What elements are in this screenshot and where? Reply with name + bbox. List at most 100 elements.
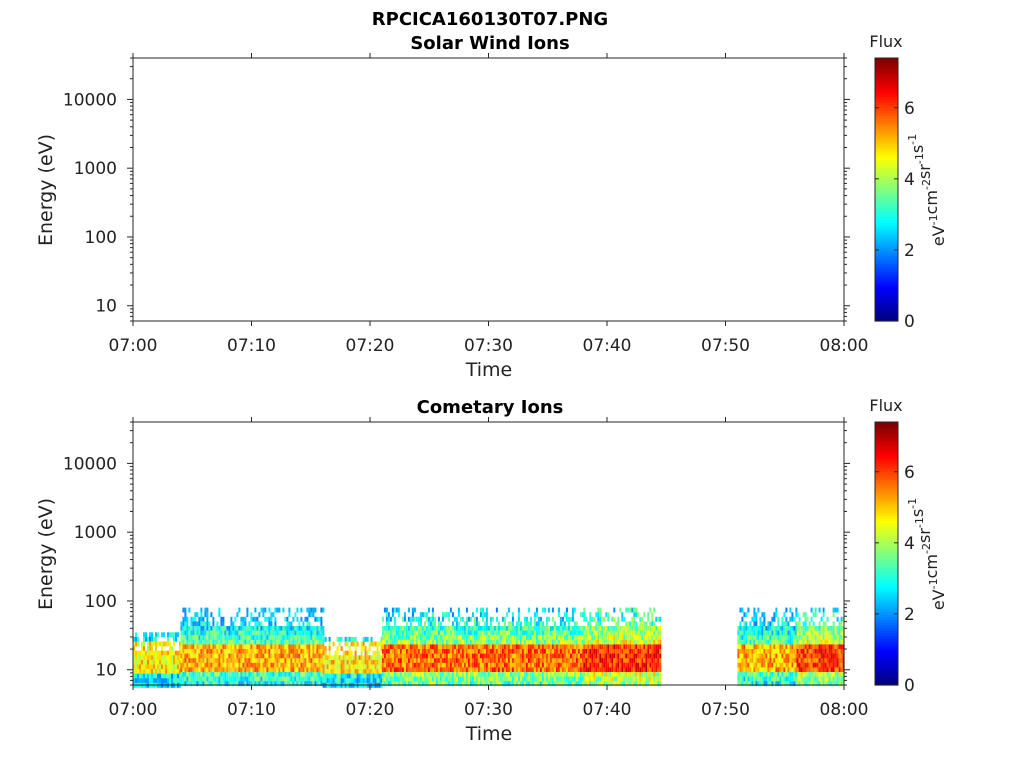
heatmap-cell	[376, 650, 379, 656]
heatmap-cell	[238, 658, 241, 664]
heatmap-cell	[777, 667, 780, 673]
heatmap-cell	[304, 639, 307, 645]
heatmap-cell	[370, 669, 373, 674]
heatmap-cell	[549, 681, 552, 687]
heatmap-cell	[284, 676, 287, 682]
heatmap-cell	[302, 653, 305, 659]
heatmap-cell	[242, 681, 245, 687]
heatmap-cell	[290, 630, 293, 636]
heatmap-cell	[427, 607, 430, 613]
heatmap-cell	[196, 612, 199, 618]
heatmap-cell	[252, 681, 255, 687]
heatmap-cell	[489, 626, 492, 631]
heatmap-cell	[137, 636, 139, 642]
heatmap-cell	[171, 650, 173, 656]
heatmap-cell	[137, 669, 139, 674]
heatmap-cell	[645, 644, 648, 650]
heatmap-cell	[633, 658, 636, 664]
heatmap-cell	[483, 649, 486, 654]
heatmap-cell	[282, 676, 285, 682]
heatmap-cell	[155, 650, 157, 656]
heatmap-cell	[260, 644, 263, 650]
heatmap-cell	[421, 644, 424, 650]
heatmap-cell	[483, 639, 486, 645]
heatmap-cell	[177, 632, 179, 638]
colorbar-step	[875, 115, 898, 119]
heatmap-cell	[507, 630, 510, 636]
heatmap-cell	[431, 676, 434, 682]
heatmap-cell	[236, 658, 239, 664]
heatmap-cell	[433, 649, 436, 654]
heatmap-cell	[751, 616, 754, 622]
heatmap-cell	[587, 662, 590, 668]
heatmap-cell	[791, 662, 794, 668]
heatmap-cell	[769, 676, 772, 682]
heatmap-cell	[280, 662, 283, 668]
heatmap-cell	[649, 676, 652, 682]
colorbar-step	[875, 586, 898, 590]
heatmap-cell	[296, 639, 299, 645]
heatmap-cell	[818, 658, 821, 664]
heatmap-cell	[804, 653, 807, 659]
heatmap-cell	[840, 644, 843, 650]
heatmap-cell	[214, 658, 217, 664]
heatmap-cell	[188, 630, 191, 636]
heatmap-cell	[378, 659, 381, 665]
heatmap-cell	[627, 681, 630, 687]
heatmap-cell	[204, 635, 207, 641]
heatmap-cell	[204, 626, 207, 631]
heatmap-cell	[258, 667, 261, 673]
heatmap-cell	[477, 681, 480, 687]
heatmap-cell	[739, 653, 742, 659]
heatmap-cell	[356, 678, 359, 684]
heatmap-cell	[633, 612, 636, 618]
heatmap-cell	[737, 635, 740, 641]
heatmap-cell	[816, 644, 819, 650]
heatmap-cell	[338, 678, 341, 684]
heatmap-cell	[838, 649, 841, 654]
heatmap-cell	[153, 659, 155, 665]
heatmap-cell	[741, 672, 744, 677]
heatmap-cell	[802, 649, 805, 654]
heatmap-cell	[417, 635, 420, 641]
heatmap-cell	[378, 664, 381, 670]
heatmap-cell	[795, 639, 798, 645]
heatmap-cell	[391, 653, 394, 659]
x-tick-label: 07:40	[583, 336, 632, 356]
heatmap-cell	[350, 669, 353, 674]
heatmap-cell	[471, 649, 474, 654]
colorbar-step	[875, 200, 898, 204]
heatmap-cell	[840, 662, 843, 668]
heatmap-cell	[182, 681, 185, 687]
heatmap-cell	[557, 635, 560, 641]
heatmap-cell	[439, 649, 442, 654]
heatmap-cell	[286, 667, 289, 673]
heatmap-cell	[755, 639, 758, 645]
heatmap-cell	[290, 639, 293, 645]
heatmap-cell	[495, 662, 498, 668]
heatmap-cell	[822, 612, 825, 618]
heatmap-cell	[318, 676, 321, 682]
heatmap-cell	[583, 667, 586, 673]
heatmap-cell	[173, 673, 175, 679]
colorbar-step	[875, 263, 898, 267]
heatmap-cell	[385, 676, 388, 682]
heatmap-cell	[405, 630, 408, 636]
heatmap-cell	[755, 672, 758, 677]
heatmap-cell	[137, 659, 139, 665]
heatmap-cell	[631, 644, 634, 650]
heatmap-cell	[471, 672, 474, 677]
heatmap-cell	[551, 681, 554, 687]
heatmap-cell	[755, 626, 758, 631]
heatmap-cell	[145, 669, 147, 674]
heatmap-cell	[437, 658, 440, 664]
heatmap-cell	[443, 630, 446, 636]
heatmap-cell	[485, 644, 488, 650]
heatmap-cell	[246, 658, 249, 664]
heatmap-cell	[591, 626, 594, 631]
heatmap-cell	[407, 658, 410, 664]
heatmap-cell	[479, 635, 482, 641]
heatmap-cell	[135, 669, 137, 674]
heatmap-cell	[322, 669, 325, 674]
heatmap-cell	[202, 635, 205, 641]
